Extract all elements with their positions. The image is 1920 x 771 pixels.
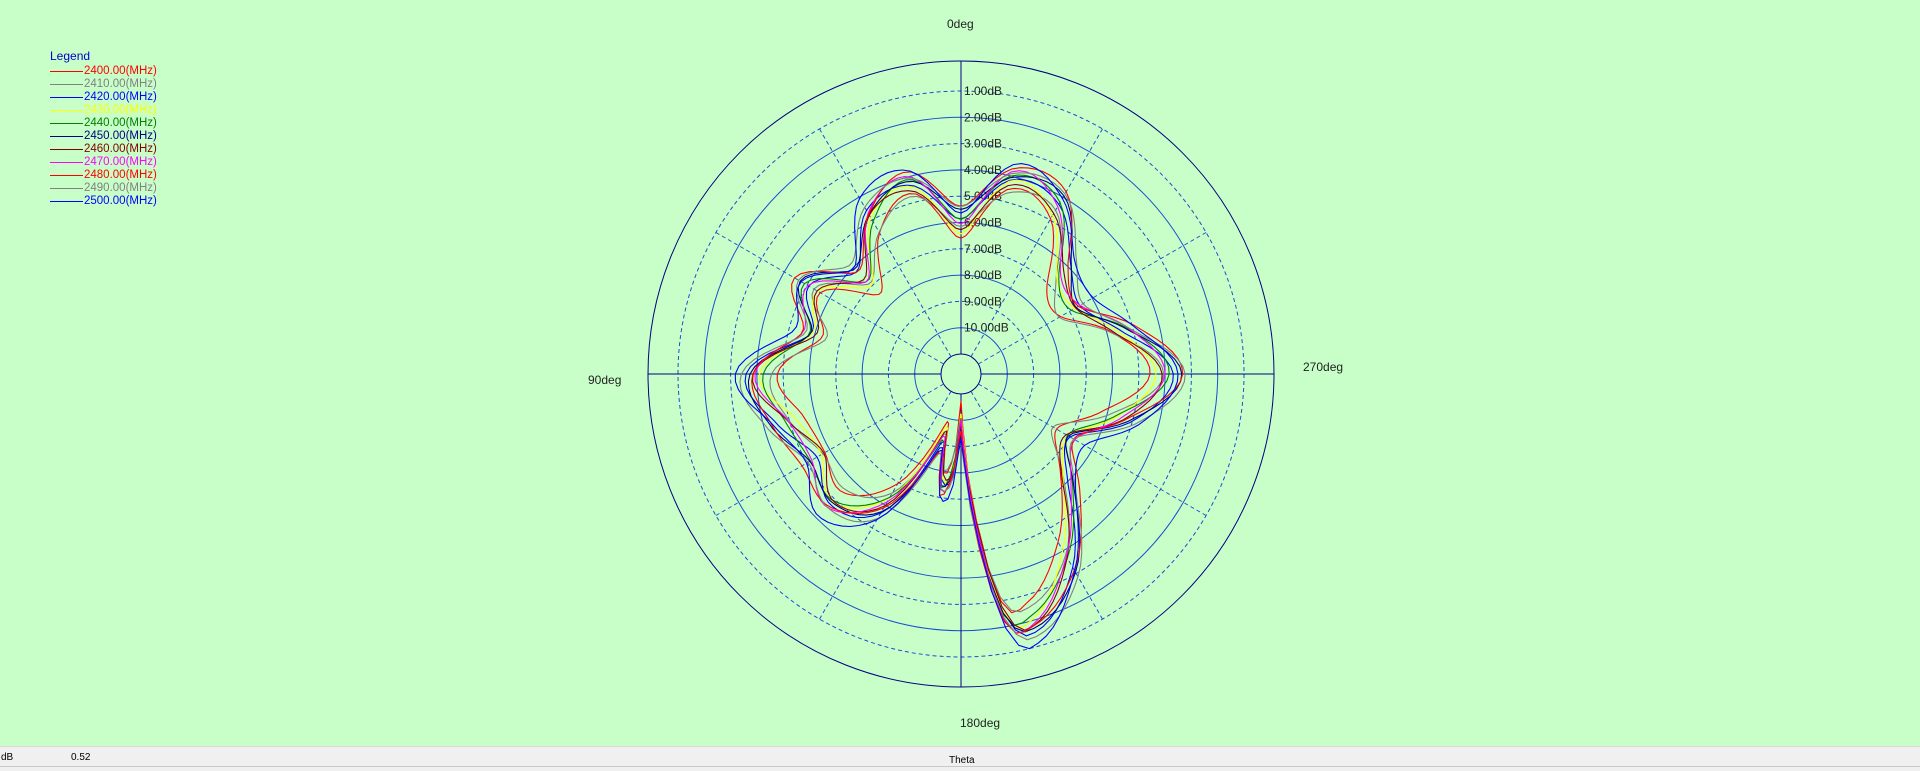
radial-tick-label: 7.00dB	[964, 242, 1002, 256]
legend-swatch	[50, 136, 83, 137]
grid-spoke	[819, 128, 952, 357]
legend: Legend 2400.00(MHz) 2410.00(MHz) 2420.00(M…	[50, 49, 157, 208]
grid-spoke	[978, 232, 1207, 365]
legend-label: 2480.00(MHz)	[84, 169, 157, 181]
legend-item: 2470.00(MHz)	[50, 156, 157, 169]
legend-label: 2420.00(MHz)	[84, 91, 157, 103]
legend-title: Legend	[50, 49, 91, 63]
legend-item: 2500.00(MHz)	[50, 195, 157, 208]
legend-swatch	[50, 175, 83, 176]
legend-swatch	[50, 71, 83, 72]
angle-label: 270deg	[1303, 360, 1343, 374]
series-line	[754, 170, 1166, 634]
legend-label: 2500.00(MHz)	[84, 195, 157, 207]
series-line	[776, 187, 1151, 614]
grid-spoke	[819, 391, 952, 620]
polar-chart: 1.00dB2.00dB3.00dB4.00dB5.00dB6.00dB7.00…	[588, 17, 1343, 730]
series-line	[759, 179, 1157, 628]
legend-swatch	[50, 123, 83, 124]
legend-items: 2400.00(MHz) 2410.00(MHz) 2420.00(MHz) 2430…	[50, 65, 157, 208]
grid-spoke	[970, 128, 1103, 357]
legend-label: 2460.00(MHz)	[84, 143, 157, 155]
grid-spoke	[715, 383, 944, 516]
radial-tick-label: 4.00dB	[964, 163, 1002, 177]
legend-swatch	[50, 162, 83, 163]
plot-area: 1.00dB 2.00dB 3.00dB 4.00dB 5.00dB 6.00dB 7.00…	[0, 0, 1920, 746]
legend-item: 2420.00(MHz)	[50, 91, 157, 104]
grid-spoke	[978, 383, 1207, 516]
grid-spoke	[715, 232, 944, 365]
legend-label: 2430.00(MHz)	[84, 104, 157, 116]
legend-swatch	[50, 201, 83, 202]
angle-label: 180deg	[960, 716, 1000, 730]
radial-tick-label: 10.00dB	[964, 321, 1009, 335]
legend-swatch	[50, 97, 83, 98]
status-divider	[0, 766, 1920, 767]
angle-label: 90deg	[588, 373, 621, 387]
angle-label: 0deg	[947, 17, 974, 31]
series-line	[751, 167, 1184, 634]
status-unit: dB	[1, 752, 14, 763]
legend-swatch	[50, 84, 83, 85]
radial-tick-label: 9.00dB	[964, 294, 1002, 308]
inner-ring	[940, 353, 982, 395]
legend-item: 2400.00(MHz)	[50, 65, 157, 78]
status-value: 0.52	[71, 752, 91, 763]
grid-spoke	[970, 391, 1103, 620]
radial-tick-label: 3.00dB	[964, 137, 1002, 151]
legend-label: 2410.00(MHz)	[84, 78, 157, 90]
radial-tick-label: 2.00dB	[964, 110, 1002, 124]
legend-item: 2410.00(MHz)	[50, 78, 157, 91]
legend-label: 2490.00(MHz)	[84, 182, 157, 194]
legend-label: 2450.00(MHz)	[84, 130, 157, 142]
series-line	[752, 183, 1163, 631]
legend-item: 2480.00(MHz)	[50, 169, 157, 182]
status-axis-name: Theta	[949, 755, 975, 766]
legend-label: 2440.00(MHz)	[84, 117, 157, 129]
legend-label: 2400.00(MHz)	[84, 65, 157, 77]
legend-label: 2470.00(MHz)	[84, 156, 157, 168]
legend-swatch	[50, 110, 83, 111]
legend-swatch	[50, 149, 83, 150]
legend-item: 2460.00(MHz)	[50, 143, 157, 156]
series-line	[762, 174, 1170, 627]
legend-swatch	[50, 188, 83, 189]
series-line	[739, 172, 1186, 641]
legend-item: 2440.00(MHz)	[50, 117, 157, 130]
legend-item: 2450.00(MHz)	[50, 130, 157, 143]
legend-item: 2430.00(MHz)	[50, 104, 157, 117]
radial-tick-label: 8.00dB	[964, 268, 1002, 282]
status-bar: dB 0.52 Theta	[0, 746, 1920, 771]
legend-item: 2490.00(MHz)	[50, 182, 157, 195]
radial-tick-label: 1.00dB	[964, 84, 1002, 98]
series-line	[734, 163, 1179, 650]
